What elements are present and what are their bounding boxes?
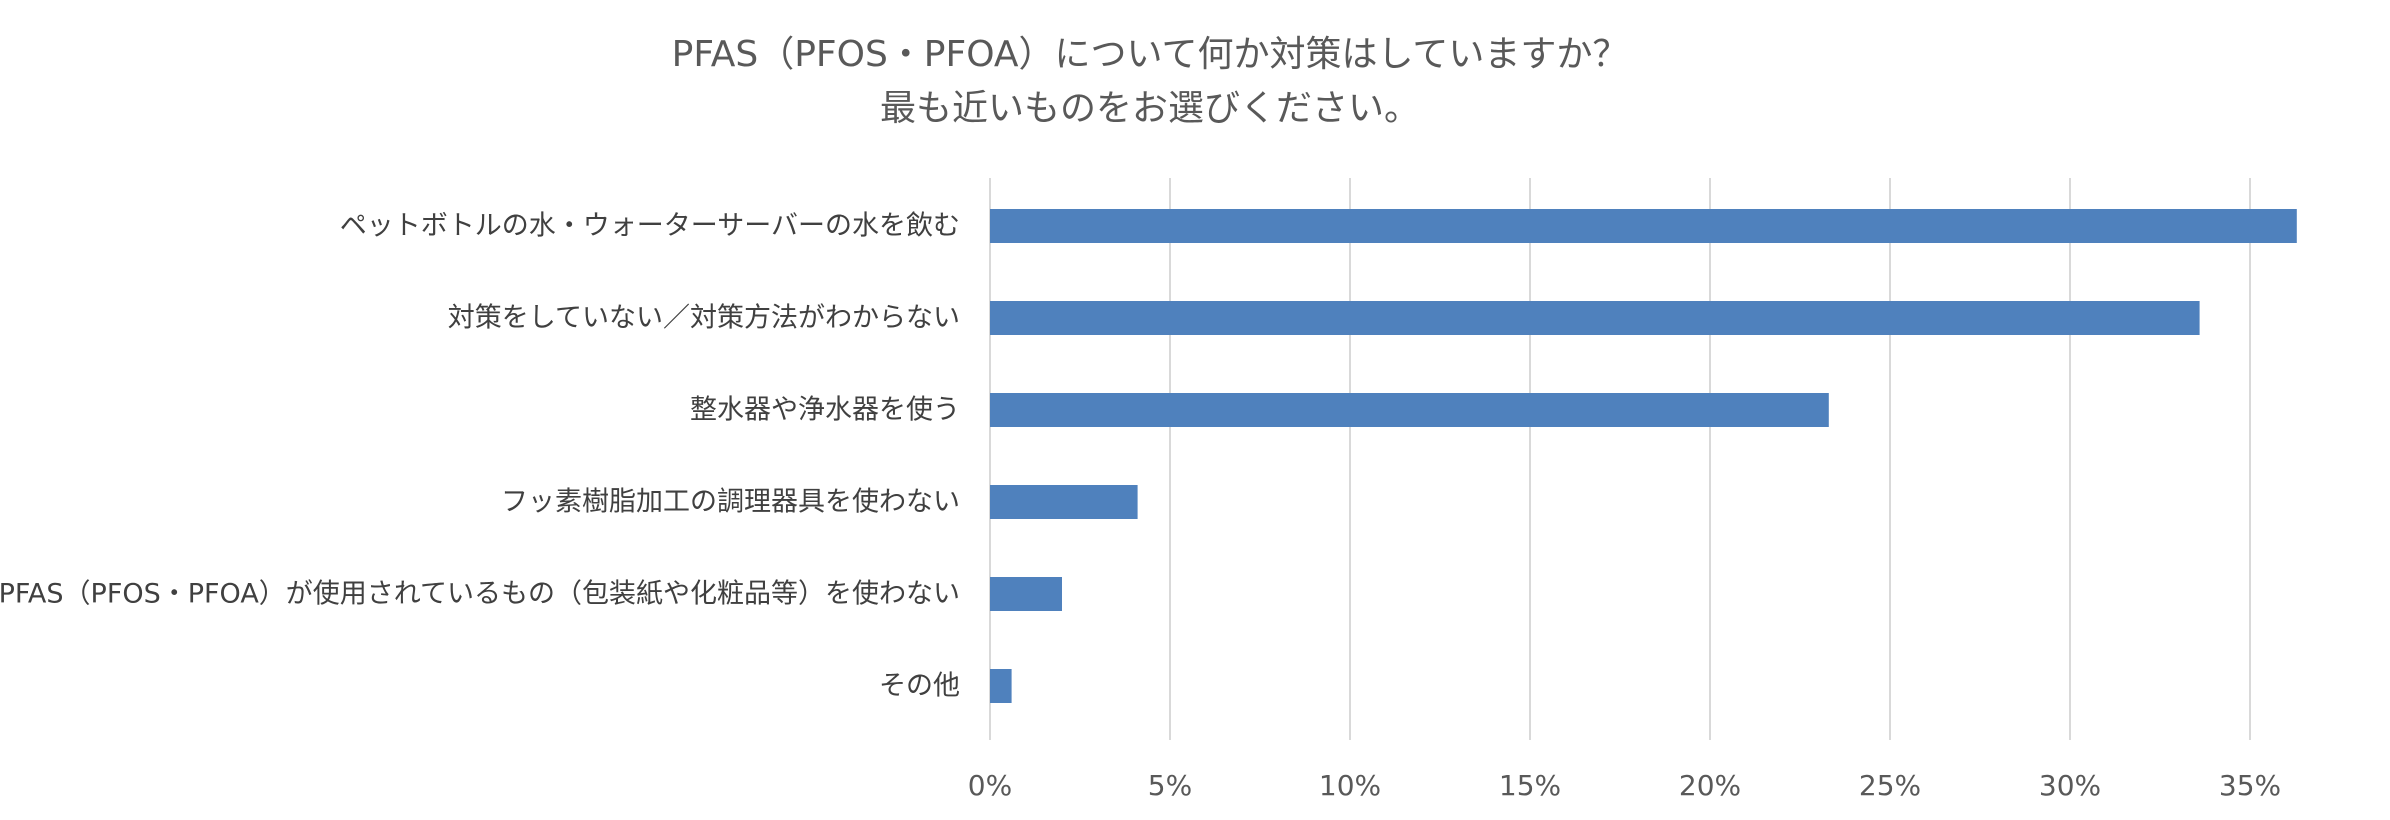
category-label-1: 対策をしていない／対策方法がわからない	[448, 303, 960, 334]
x-tick-label-3: 15%	[1499, 769, 1561, 802]
x-tick-label-5: 25%	[1859, 769, 1921, 802]
x-tick-label-1: 5%	[1148, 769, 1192, 802]
chart-title-line-2: 最も近いものをお選びください。	[880, 88, 1420, 129]
category-label-0: ペットボトルの水・ウォーターサーバーの水を飲む	[340, 211, 960, 242]
category-label-4: PFAS（PFOS・PFOA）が使用されているもの（包装紙や化粧品等）を使わない	[0, 579, 960, 610]
chart-title: PFAS（PFOS・PFOA）について何か対策はしていますか？ 最も近いものをお…	[672, 34, 1629, 129]
bars	[990, 209, 2297, 703]
bar-4	[990, 577, 1062, 611]
bar-0	[990, 209, 2297, 243]
x-tick-labels: 0% 5% 10% 15% 20% 25% 30% 35%	[968, 769, 2281, 802]
category-label-5: その他	[879, 671, 960, 702]
bar-1	[990, 301, 2200, 335]
x-tick-label-4: 20%	[1679, 769, 1741, 802]
category-label-3: フッ素樹脂加工の調理器具を使わない	[501, 487, 960, 518]
chart-title-line-1: PFAS（PFOS・PFOA）について何か対策はしていますか？	[672, 34, 1629, 75]
x-tick-label-7: 35%	[2219, 769, 2281, 802]
x-tick-label-6: 30%	[2039, 769, 2101, 802]
x-tick-label-0: 0%	[968, 769, 1012, 802]
category-label-2: 整水器や浄水器を使う	[690, 395, 960, 426]
bar-5	[990, 669, 1012, 703]
grid	[989, 178, 2251, 740]
x-tick-label-2: 10%	[1319, 769, 1381, 802]
category-labels: ペットボトルの水・ウォーターサーバーの水を飲む対策をしていない／対策方法がわから…	[0, 211, 960, 702]
bar-3	[990, 485, 1138, 519]
bar-2	[990, 393, 1829, 427]
